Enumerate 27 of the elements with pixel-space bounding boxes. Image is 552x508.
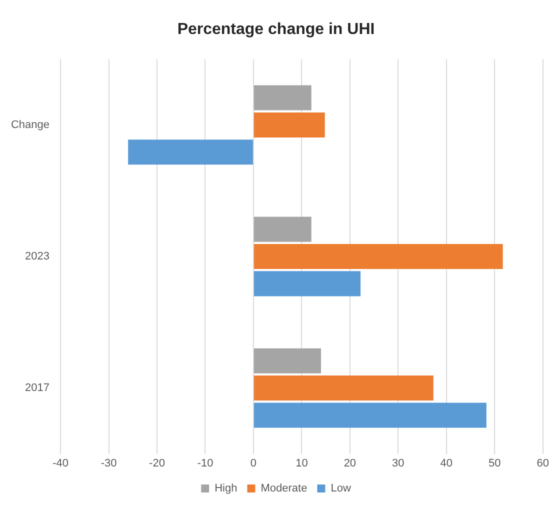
bar [254, 271, 361, 296]
x-tick-label: 10 [296, 457, 308, 470]
bar [254, 244, 503, 270]
y-tick-label: 2023 [25, 250, 50, 263]
bar [254, 348, 321, 374]
x-tick-label: 30 [392, 457, 404, 470]
x-tick-label: -20 [149, 457, 165, 470]
x-tick-label: -40 [52, 457, 68, 470]
legend-label: Moderate [260, 482, 308, 495]
bar [254, 112, 325, 138]
y-tick-label: Change [10, 119, 50, 131]
chart-title: Percentage change in UHI [177, 21, 375, 38]
bar [254, 216, 312, 242]
x-tick-label: -10 [197, 457, 214, 470]
bar [254, 376, 434, 401]
x-tick-label: 60 [536, 457, 550, 470]
bar [254, 402, 486, 428]
legend-label: Low [330, 482, 351, 495]
x-tick-label: 50 [488, 457, 501, 470]
x-tick-label: -30 [100, 457, 117, 470]
bar [128, 140, 253, 165]
legend-label: High [214, 482, 238, 495]
x-tick-label: 0 [250, 457, 257, 470]
x-tick-label: 40 [440, 457, 453, 470]
bar [254, 85, 312, 110]
x-tick-label: 20 [344, 457, 356, 470]
y-tick-label: 2017 [25, 382, 50, 394]
